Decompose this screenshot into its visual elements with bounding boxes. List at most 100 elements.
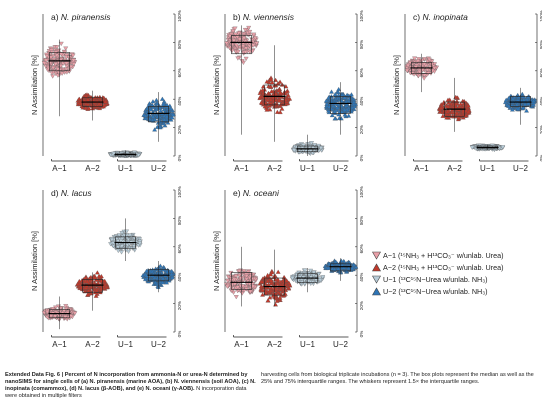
y-tick-label: 80% <box>359 216 364 225</box>
caption-left-rest: N incorporation data were obtained in mu… <box>5 386 247 399</box>
data-point <box>335 105 340 110</box>
data-point <box>351 101 357 107</box>
data-point <box>441 108 447 113</box>
data-point <box>251 32 257 37</box>
data-point <box>243 56 249 61</box>
legend-label-a2: A−2 (¹⁵NH₃ + H¹³CO₃⁻ w/unlab. Urea) <box>383 263 504 272</box>
chart-panel-1: 0% 20% 40% 60% 80% 100% N Assimilation [%] a) N… <box>30 10 182 173</box>
group-a-2 <box>75 90 110 121</box>
data-point <box>301 143 306 148</box>
y-tick-label: 60% <box>177 244 182 253</box>
data-point <box>109 237 115 243</box>
legend-item-a2: A−2 (¹⁵NH₃ + H¹³CO₃⁻ w/unlab. Urea) <box>372 262 540 273</box>
box <box>231 34 252 55</box>
data-point <box>83 105 89 110</box>
data-point <box>123 248 129 253</box>
data-point <box>44 54 50 59</box>
data-point <box>68 314 74 319</box>
data-point <box>265 272 271 278</box>
x-tick-label: U−2 <box>333 340 348 349</box>
data-point <box>240 44 246 49</box>
data-point <box>257 94 263 99</box>
data-point <box>160 280 165 285</box>
box <box>510 96 531 107</box>
triangle-up-icon <box>372 263 381 272</box>
group-u-2 <box>141 92 176 142</box>
data-point <box>514 102 520 107</box>
data-point <box>240 284 246 289</box>
data-point <box>265 97 271 102</box>
data-point <box>79 278 85 283</box>
y-tick-label: 100% <box>177 10 182 22</box>
data-point <box>164 114 170 119</box>
y-tick-label: 20% <box>177 301 182 310</box>
data-point <box>166 278 172 283</box>
data-point <box>405 63 411 68</box>
data-point <box>230 29 236 34</box>
data-point <box>339 92 345 97</box>
data-point <box>224 41 230 46</box>
data-point <box>239 291 245 296</box>
x-tick-label: A−2 <box>267 164 282 173</box>
data-point <box>160 267 166 272</box>
data-point <box>85 97 91 102</box>
data-point <box>158 119 163 124</box>
data-point <box>110 241 116 246</box>
data-point <box>260 87 265 93</box>
data-point <box>246 25 252 31</box>
data-point <box>59 71 65 76</box>
data-point <box>346 265 351 270</box>
data-point <box>351 99 357 104</box>
y-tick-label: 40% <box>177 97 182 106</box>
data-point <box>79 103 85 108</box>
data-point <box>153 103 159 108</box>
x-tick-label: A−1 <box>234 164 249 173</box>
data-point <box>242 28 248 33</box>
data-point <box>95 103 100 108</box>
data-point <box>325 265 331 270</box>
data-point <box>235 56 241 61</box>
data-point <box>84 283 90 288</box>
data-point <box>48 314 54 319</box>
y-tick-label: 60% <box>539 68 542 77</box>
data-point <box>236 269 242 274</box>
data-point <box>250 43 256 48</box>
data-point <box>291 148 297 153</box>
y-tick-label: 40% <box>539 97 542 106</box>
group-u-2 <box>503 87 538 125</box>
data-point <box>68 64 74 70</box>
data-point <box>152 275 157 280</box>
data-point <box>279 82 285 87</box>
data-point <box>447 112 452 117</box>
data-point <box>277 295 283 300</box>
panel-letter: d) <box>51 188 61 198</box>
y-tick-label: 0% <box>359 155 364 162</box>
data-point <box>229 48 235 54</box>
y-tick-label: 100% <box>177 186 182 198</box>
data-point <box>63 304 69 309</box>
data-point <box>311 270 317 275</box>
data-point <box>237 37 243 42</box>
data-point <box>119 244 125 249</box>
x-tick-label: U−2 <box>513 164 528 173</box>
data-point <box>415 59 421 64</box>
data-point <box>284 278 290 283</box>
data-point <box>273 291 279 296</box>
data-point <box>238 276 244 281</box>
data-point <box>269 80 275 85</box>
data-point <box>119 250 124 255</box>
data-point <box>274 298 280 303</box>
data-point <box>506 95 512 100</box>
data-point <box>278 286 283 292</box>
group-a-2 <box>257 45 293 142</box>
y-tick-label: 20% <box>539 125 542 134</box>
data-point <box>89 277 95 282</box>
data-point <box>168 106 174 111</box>
data-point <box>525 94 531 99</box>
data-point <box>336 86 342 92</box>
x-tick-label: U−1 <box>480 164 495 173</box>
y-tick-label: 20% <box>177 125 182 134</box>
data-point <box>268 84 274 89</box>
x-tick-label: U−1 <box>118 340 133 349</box>
chart-panel-5: 0% 20% 40% 60% 80% 100% N Assimilation [%] e) N… <box>212 186 364 349</box>
